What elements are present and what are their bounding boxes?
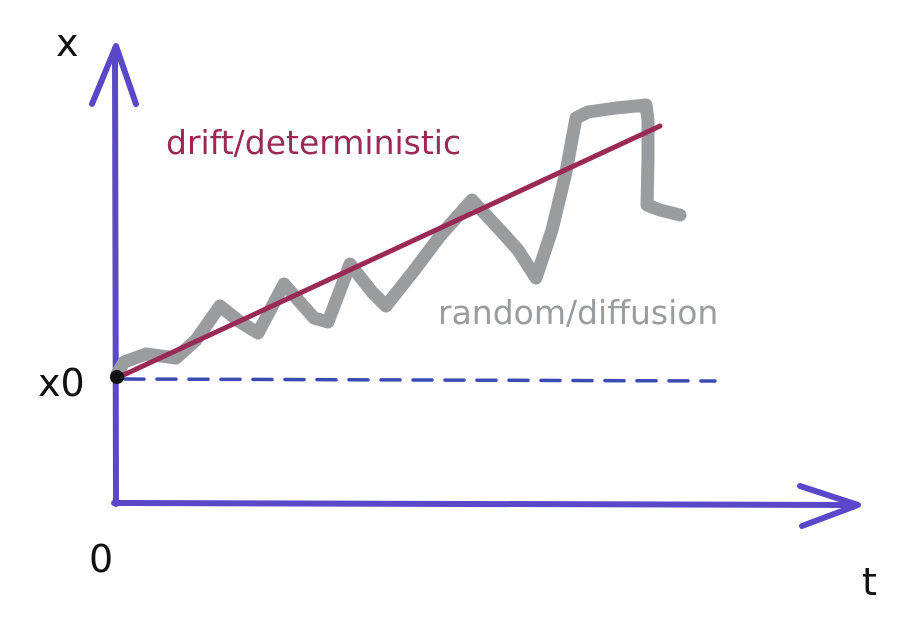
y-axis-line [112, 45, 119, 507]
drift-label: drift/deterministic [166, 123, 461, 162]
y-axis [89, 43, 139, 507]
origin-label: 0 [89, 537, 113, 581]
y-axis-label: x [56, 21, 79, 65]
diffusion-path [110, 98, 687, 381]
x-axis [111, 483, 861, 529]
start-point [110, 370, 124, 384]
drift-line [114, 123, 663, 381]
start-value-label: x0 [38, 361, 85, 405]
y-axis-arrowhead [89, 43, 139, 107]
diffusion-label: random/diffusion [438, 293, 718, 332]
x-axis-arrowhead [797, 483, 861, 529]
x-axis-line [111, 500, 859, 508]
x0-baseline [123, 377, 717, 383]
x-axis-label: t [862, 560, 877, 604]
